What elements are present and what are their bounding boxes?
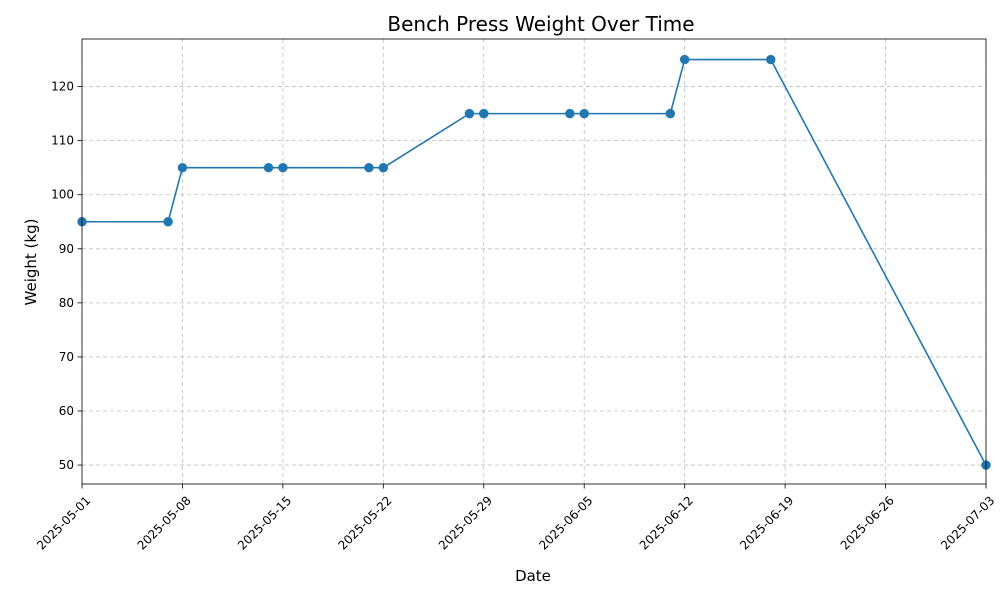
series-layer <box>77 54 991 470</box>
y-tick-label: 80 <box>59 296 74 310</box>
data-point-0-8 <box>479 108 489 119</box>
x-tick-label: 2025-05-22 <box>335 493 394 552</box>
y-tick-label: 110 <box>51 134 74 148</box>
data-point-0-12 <box>679 54 690 65</box>
x-tick-label: 2025-05-08 <box>135 493 194 552</box>
data-point-0-1 <box>163 217 173 227</box>
data-point-0-4 <box>278 162 288 173</box>
y-axis-ticks: 50 60 70 80 90 100 110 120 <box>51 80 82 472</box>
data-point-0-6 <box>378 162 389 173</box>
x-axis-ticks: 2025-05-01 2025-05-08 2025-05-15 2025-05-22… <box>34 484 997 553</box>
chart-title: Bench Press Weight Over Time <box>387 12 694 36</box>
x-tick-label: 2025-05-29 <box>436 493 495 552</box>
x-axis-label: Date <box>515 567 551 585</box>
plot-area-frame <box>81 38 987 485</box>
data-point-0-3 <box>263 162 274 173</box>
y-tick-label: 50 <box>59 458 74 472</box>
x-tick-label: 2025-06-26 <box>838 493 897 552</box>
y-tick-label: 60 <box>59 404 74 418</box>
y-axis-label: Weight (kg) <box>22 219 40 306</box>
data-point-0-13 <box>766 54 776 65</box>
x-tick-label: 2025-05-01 <box>34 493 93 552</box>
grid-layer <box>81 39 987 484</box>
y-tick-label: 100 <box>51 188 74 202</box>
x-tick-label: 2025-05-15 <box>235 493 294 552</box>
x-tick-label: 2025-07-03 <box>938 493 997 552</box>
data-point-0-5 <box>364 162 374 173</box>
y-tick-label: 70 <box>59 350 74 364</box>
y-tick-label: 120 <box>51 80 74 94</box>
series-line-0 <box>82 58 987 466</box>
y-tick-label: 90 <box>59 242 74 256</box>
x-tick-label: 2025-06-12 <box>637 493 696 552</box>
x-tick-label: 2025-06-19 <box>737 493 796 552</box>
data-point-0-9 <box>565 108 575 119</box>
data-point-0-10 <box>579 108 589 119</box>
data-point-0-11 <box>665 108 676 119</box>
data-point-0-2 <box>177 162 188 173</box>
x-tick-label: 2025-06-05 <box>536 493 595 552</box>
data-point-0-7 <box>464 108 475 119</box>
